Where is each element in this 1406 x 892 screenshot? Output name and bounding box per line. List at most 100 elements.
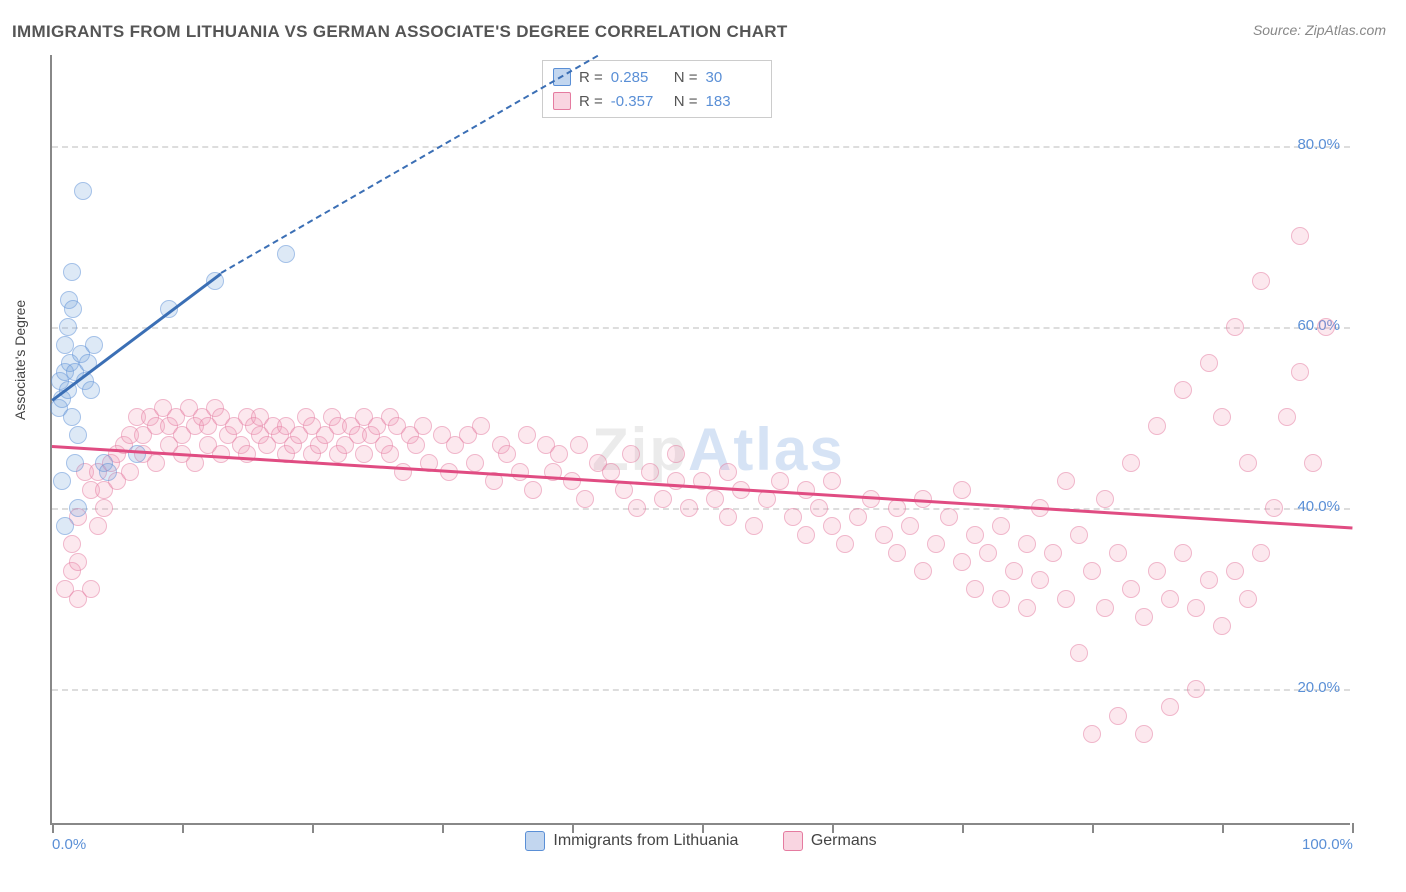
data-point-germans (1200, 571, 1218, 589)
data-point-germans (641, 463, 659, 481)
x-tick (832, 823, 834, 833)
data-point-lithuania (63, 263, 81, 281)
legend-item-lithuania: Immigrants from Lithuania (525, 831, 738, 851)
data-point-germans (1109, 544, 1127, 562)
data-point-germans (888, 544, 906, 562)
data-point-germans (1291, 363, 1309, 381)
data-point-germans (570, 436, 588, 454)
gridline (52, 327, 1350, 329)
data-point-germans (212, 445, 230, 463)
data-point-germans (1174, 381, 1192, 399)
x-tick (962, 823, 964, 833)
data-point-germans (1213, 408, 1231, 426)
data-point-lithuania (85, 336, 103, 354)
data-point-lithuania (69, 426, 87, 444)
r-value-germans: -0.357 (611, 93, 666, 110)
data-point-germans (518, 426, 536, 444)
data-point-lithuania (64, 300, 82, 318)
data-point-germans (849, 508, 867, 526)
data-point-germans (511, 463, 529, 481)
data-point-germans (1226, 318, 1244, 336)
stats-row-lithuania: R = 0.285 N = 30 (553, 65, 761, 89)
data-point-germans (576, 490, 594, 508)
n-label: N = (674, 69, 698, 86)
data-point-germans (810, 499, 828, 517)
data-point-germans (680, 499, 698, 517)
data-point-germans (1174, 544, 1192, 562)
data-point-lithuania (128, 445, 146, 463)
data-point-germans (1057, 590, 1075, 608)
trend-line-lithuania-solid (51, 273, 221, 402)
data-point-germans (823, 472, 841, 490)
data-point-germans (394, 463, 412, 481)
data-point-germans (69, 553, 87, 571)
data-point-germans (966, 580, 984, 598)
data-point-germans (1148, 417, 1166, 435)
data-point-germans (1187, 680, 1205, 698)
data-point-germans (63, 535, 81, 553)
data-point-germans (745, 517, 763, 535)
data-point-germans (1044, 544, 1062, 562)
data-point-germans (1109, 707, 1127, 725)
data-point-germans (1057, 472, 1075, 490)
swatch-germans (553, 92, 571, 110)
data-point-germans (466, 454, 484, 472)
y-axis-label: Associate's Degree (12, 300, 28, 420)
x-tick (572, 823, 574, 833)
data-point-germans (602, 463, 620, 481)
data-point-germans (927, 535, 945, 553)
gridline (52, 689, 1350, 691)
x-tick (1352, 823, 1354, 833)
data-point-germans (992, 517, 1010, 535)
data-point-germans (1005, 562, 1023, 580)
data-point-germans (563, 472, 581, 490)
data-point-germans (628, 499, 646, 517)
data-point-lithuania (56, 517, 74, 535)
y-tick-label: 20.0% (1297, 679, 1340, 696)
x-tick-label: 0.0% (52, 836, 86, 853)
data-point-germans (1096, 490, 1114, 508)
x-tick (442, 823, 444, 833)
data-point-germans (875, 526, 893, 544)
data-point-germans (1265, 499, 1283, 517)
data-point-germans (784, 508, 802, 526)
n-value-lithuania: 30 (706, 69, 761, 86)
data-point-germans (1187, 599, 1205, 617)
data-point-germans (89, 517, 107, 535)
data-point-germans (1239, 590, 1257, 608)
data-point-germans (823, 517, 841, 535)
data-point-germans (1252, 544, 1270, 562)
data-point-germans (524, 481, 542, 499)
n-value-germans: 183 (706, 93, 761, 110)
data-point-germans (1070, 526, 1088, 544)
data-point-germans (797, 481, 815, 499)
data-point-lithuania (63, 408, 81, 426)
data-point-germans (1070, 644, 1088, 662)
data-point-germans (1304, 454, 1322, 472)
x-tick-label: 100.0% (1302, 836, 1353, 853)
data-point-germans (1291, 227, 1309, 245)
chart-title: IMMIGRANTS FROM LITHUANIA VS GERMAN ASSO… (12, 22, 788, 42)
data-point-lithuania (82, 381, 100, 399)
data-point-germans (1096, 599, 1114, 617)
stats-row-germans: R = -0.357 N = 183 (553, 89, 761, 113)
data-point-germans (1252, 272, 1270, 290)
data-point-germans (771, 472, 789, 490)
data-point-germans (414, 417, 432, 435)
data-point-germans (550, 445, 568, 463)
data-point-germans (622, 445, 640, 463)
data-point-germans (992, 590, 1010, 608)
data-point-germans (953, 553, 971, 571)
data-point-germans (1213, 617, 1231, 635)
data-point-germans (1135, 608, 1153, 626)
data-point-germans (667, 445, 685, 463)
data-point-germans (901, 517, 919, 535)
data-point-germans (706, 490, 724, 508)
data-point-germans (82, 580, 100, 598)
data-point-lithuania (277, 245, 295, 263)
data-point-germans (953, 481, 971, 499)
trend-line-lithuania-dashed (221, 55, 599, 274)
legend-item-germans: Germans (783, 831, 877, 851)
y-tick-label: 40.0% (1297, 498, 1340, 515)
data-point-germans (1278, 408, 1296, 426)
